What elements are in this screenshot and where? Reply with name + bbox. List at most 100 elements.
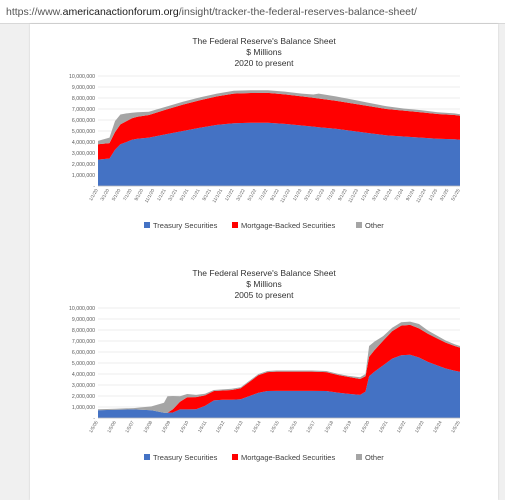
x-tick-label: 7/1/20 — [122, 188, 133, 202]
legend-swatch — [232, 222, 238, 228]
x-tick-label: 5/1/21 — [179, 188, 190, 202]
x-tick-label: 1/1/23 — [292, 188, 303, 202]
x-tick-label: 9/1/21 — [201, 188, 212, 202]
y-tick-label: 8,000,000 — [72, 96, 95, 102]
x-tick-label: 5/1/20 — [111, 188, 122, 202]
series-area-treasury-securities — [98, 354, 460, 418]
y-tick-label: - — [93, 416, 95, 422]
legend-label: Treasury Securities — [153, 221, 218, 230]
y-tick-label: 2,000,000 — [72, 394, 95, 400]
x-tick-label: 1/5/22 — [396, 420, 407, 434]
x-tick-label: 7/1/23 — [326, 188, 337, 202]
series-area-other — [98, 321, 460, 413]
x-tick-label: 1/5/24 — [432, 420, 443, 434]
address-bar[interactable]: https://www.americanactionforum.org/insi… — [0, 0, 505, 24]
legend-label: Other — [365, 221, 384, 230]
x-tick-label: 7/1/22 — [258, 188, 269, 202]
x-tick-label: 1/5/18 — [323, 420, 334, 434]
y-tick-label: 9,000,000 — [72, 85, 95, 91]
y-tick-label: 5,000,000 — [72, 129, 95, 135]
series-area-other — [98, 90, 460, 145]
x-tick-label: 5/1/22 — [247, 188, 258, 202]
x-tick-label: 3/1/20 — [99, 188, 110, 202]
x-tick-label: 9/1/24 — [405, 188, 416, 202]
x-tick-label: 5/1/24 — [382, 188, 393, 202]
x-tick-label: 1/5/17 — [305, 420, 316, 434]
chart-date-range: 2020 to present — [234, 58, 294, 68]
x-tick-label: 11/1/23 — [347, 188, 359, 204]
x-tick-label: 11/1/22 — [279, 188, 291, 204]
y-tick-label: 8,000,000 — [72, 328, 95, 334]
y-tick-label: 2,000,000 — [72, 162, 95, 168]
y-tick-label: 1,000,000 — [72, 173, 95, 179]
x-tick-label: 1/1/22 — [224, 188, 235, 202]
legend-swatch — [356, 454, 362, 460]
x-tick-label: 5/1/23 — [314, 188, 325, 202]
legend-swatch — [232, 454, 238, 460]
x-tick-label: 1/1/21 — [156, 188, 167, 202]
x-tick-label: 9/1/23 — [337, 188, 348, 202]
y-tick-label: 4,000,000 — [72, 140, 95, 146]
x-tick-label: 1/5/16 — [287, 420, 298, 434]
y-tick-label: 7,000,000 — [72, 107, 95, 113]
legend-label: Mortgage-Backed Securities — [241, 453, 335, 462]
y-tick-label: 1,000,000 — [72, 405, 95, 411]
x-tick-label: 1/1/24 — [360, 188, 371, 202]
y-tick-label: 10,000,000 — [69, 74, 95, 80]
x-tick-label: 3/1/24 — [371, 188, 382, 202]
chart-2005-to-present: The Federal Reserve's Balance Sheet$ Mil… — [69, 268, 461, 462]
chart-title: The Federal Reserve's Balance Sheet — [192, 268, 336, 278]
x-tick-label: 1/5/21 — [378, 420, 389, 434]
url-path: /insight/tracker-the-federal-reserves-ba… — [178, 6, 417, 18]
x-tick-label: 1/5/05 — [88, 420, 99, 434]
series-area-mortgage-backed-securities — [98, 92, 460, 160]
x-tick-label: 3/1/23 — [303, 188, 314, 202]
x-tick-label: 1/5/15 — [269, 420, 280, 434]
legend-label: Treasury Securities — [153, 453, 218, 462]
x-tick-label: 1/5/25 — [450, 420, 461, 434]
series-area-mortgage-backed-securities — [98, 324, 460, 413]
x-tick-label: 1/5/10 — [179, 420, 190, 434]
x-tick-label: 1/5/14 — [251, 420, 262, 434]
legend-label: Other — [365, 453, 384, 462]
y-tick-label: 3,000,000 — [72, 151, 95, 157]
y-tick-label: 10,000,000 — [69, 306, 95, 312]
x-tick-label: 11/1/20 — [144, 188, 156, 204]
y-tick-label: 5,000,000 — [72, 361, 95, 367]
x-tick-label: 3/1/22 — [235, 188, 246, 202]
y-tick-label: 7,000,000 — [72, 339, 95, 345]
chart-2020-to-present: The Federal Reserve's Balance Sheet$ Mil… — [69, 36, 461, 230]
x-tick-label: 1/5/13 — [233, 420, 244, 434]
y-tick-label: 4,000,000 — [72, 372, 95, 378]
x-tick-label: 1/5/23 — [414, 420, 425, 434]
x-tick-label: 1/1/25 — [428, 188, 439, 202]
chart-subtitle: $ Millions — [246, 47, 281, 57]
chart-title: The Federal Reserve's Balance Sheet — [192, 36, 336, 46]
y-tick-label: 9,000,000 — [72, 317, 95, 323]
series-area-treasury-securities — [98, 122, 460, 186]
x-tick-label: 7/1/24 — [394, 188, 405, 202]
x-tick-label: 1/1/20 — [88, 188, 99, 202]
x-tick-label: 1/5/20 — [360, 420, 371, 434]
y-tick-label: 3,000,000 — [72, 383, 95, 389]
legend-swatch — [144, 222, 150, 228]
chart-date-range: 2005 to present — [234, 290, 294, 300]
x-tick-label: 3/1/21 — [167, 188, 178, 202]
url-host: americanactionforum.org — [62, 6, 179, 18]
legend-swatch — [144, 454, 150, 460]
legend-swatch — [356, 222, 362, 228]
x-tick-label: 1/5/12 — [215, 420, 226, 434]
x-tick-label: 7/1/21 — [190, 188, 201, 202]
y-tick-label: 6,000,000 — [72, 350, 95, 356]
document-page: The Federal Reserve's Balance Sheet $ Mil… — [30, 24, 498, 500]
x-tick-label: 1/5/11 — [197, 420, 208, 434]
x-tick-label: 9/1/22 — [269, 188, 280, 202]
x-tick-label: 11/1/21 — [211, 188, 223, 204]
x-tick-label: 11/1/24 — [415, 188, 427, 204]
url-prefix: https://www. — [6, 6, 63, 18]
x-tick-label: 1/5/19 — [342, 420, 353, 434]
x-tick-label: 1/5/09 — [161, 420, 172, 434]
x-tick-label: 1/5/07 — [124, 420, 135, 434]
chart-subtitle: $ Millions — [246, 279, 281, 289]
x-tick-label: 9/1/20 — [133, 188, 144, 202]
